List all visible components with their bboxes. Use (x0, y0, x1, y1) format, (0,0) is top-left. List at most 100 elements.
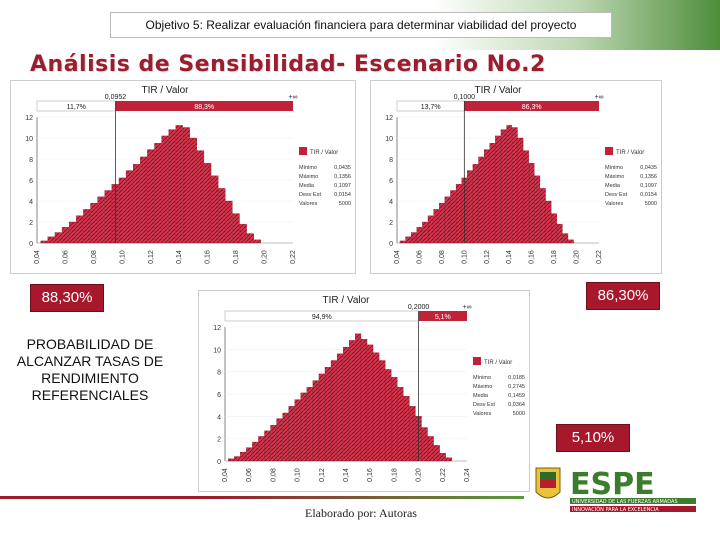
band-right-label: 5,1% (435, 314, 451, 321)
histogram-bar (489, 143, 496, 244)
stat-label: Máximo (473, 384, 492, 390)
histogram-bar (204, 163, 212, 244)
x-tick-label: 0,08 (91, 250, 98, 264)
stat-label: Media (473, 393, 489, 399)
histogram-bar (69, 221, 77, 244)
stat-value: 0,2745 (508, 384, 525, 390)
band-left-label: 13,7% (421, 104, 441, 111)
stat-label: Valores (473, 411, 491, 417)
histogram-bar (324, 367, 331, 462)
histogram-bar (234, 456, 241, 462)
histogram-bar (189, 137, 197, 244)
histogram-bar (483, 149, 490, 244)
x-tick-label: 0,06 (246, 468, 253, 482)
svg-text:UNIVERSIDAD DE LAS FUERZAS ARM: UNIVERSIDAD DE LAS FUERZAS ARMADAS (572, 499, 678, 505)
band-right-label: 88,3% (194, 104, 214, 111)
histogram-bar (264, 430, 271, 462)
stat-value: 0,1356 (334, 174, 351, 180)
histogram-bar (355, 333, 362, 462)
x-tick-label: 0,18 (551, 250, 558, 264)
chart-title: TIR / Valor (322, 295, 370, 306)
histogram-bar (61, 227, 69, 244)
histogram-bar (330, 360, 337, 462)
histogram-bar (182, 127, 190, 244)
stat-value: 0,1459 (508, 393, 525, 399)
histogram-bar (133, 164, 141, 244)
histogram-bar (140, 156, 148, 244)
x-tick-label: 0,12 (484, 250, 491, 264)
y-tick-label: 6 (29, 178, 33, 185)
histogram-bar (450, 190, 456, 244)
stat-value: 0,0185 (508, 375, 525, 381)
stat-label: Desv Est (605, 192, 627, 198)
legend-label: TIR / Valor (310, 150, 338, 156)
footer-stripe (0, 496, 524, 499)
x-tick-label: 0,06 (62, 250, 69, 264)
chart-title: TIR / Valor (474, 85, 522, 96)
histogram-bar (445, 457, 452, 462)
espe-logo: ESPE UNIVERSIDAD DE LAS FUERZAS ARMADAS … (530, 462, 700, 520)
stat-value: 0,0154 (334, 192, 351, 198)
marker-right-label: +∞ (594, 94, 603, 101)
histogram-bar (403, 396, 410, 462)
histogram-bar (427, 436, 434, 462)
y-tick-label: 8 (389, 157, 393, 164)
histogram-bar (125, 170, 133, 244)
stat-label: Valores (605, 201, 623, 207)
stat-label: Máximo (299, 174, 318, 180)
y-tick-label: 4 (29, 199, 33, 206)
stat-label: Máximo (605, 174, 624, 180)
histogram-bar (197, 150, 205, 244)
histogram-bar (416, 227, 423, 244)
x-tick-label: 0,04 (394, 250, 401, 264)
percent-label-left: 88,30% (30, 284, 104, 312)
stat-value: 5000 (645, 201, 657, 207)
y-tick-label: 10 (213, 347, 221, 354)
stat-value: 0,0364 (508, 402, 525, 408)
histogram-bar (54, 232, 62, 244)
x-tick-label: 0,18 (233, 250, 240, 264)
stat-label: Desv Est (473, 402, 495, 408)
histogram-bar (225, 200, 233, 244)
legend-label: TIR / Valor (616, 150, 644, 156)
histogram-bar (342, 346, 350, 462)
histogram-bar (391, 377, 398, 462)
x-tick-label: 0,16 (205, 250, 212, 264)
stat-label: Mínimo (473, 375, 491, 381)
y-tick-label: 8 (29, 157, 33, 164)
histogram-bar (97, 196, 105, 244)
x-tick-label: 0,12 (148, 250, 155, 264)
band-left-label: 11,7% (67, 104, 86, 111)
histogram-bar (312, 380, 319, 462)
x-tick-label: 0,08 (439, 250, 446, 264)
y-tick-label: 12 (25, 115, 33, 122)
stat-value: 5000 (339, 201, 351, 207)
x-tick-label: 0,20 (574, 250, 581, 264)
marker-left-label: 0,2000 (408, 304, 430, 311)
y-tick-label: 10 (25, 136, 33, 143)
histogram-bar (239, 223, 247, 244)
histogram-bar (545, 200, 552, 244)
histogram-bar (551, 213, 557, 244)
crest-icon (535, 467, 561, 499)
x-tick-label: 0,14 (506, 250, 513, 264)
histogram-bar (427, 215, 434, 244)
x-tick-label: 0,14 (343, 468, 350, 482)
y-tick-label: 0 (29, 241, 33, 248)
histogram-bar (253, 239, 261, 244)
histogram-bar (246, 447, 253, 462)
legend-label: TIR / Valor (484, 360, 512, 366)
band-right-label: 86,3% (522, 104, 542, 111)
x-tick-label: 0,10 (119, 250, 126, 264)
chart-svg-1: TIR / Valor 11,7% 88,3% 0,0952 +∞ 0 2 4 6 8 10 12 0,… (25, 85, 351, 264)
x-tick-label: 0,04 (34, 250, 41, 264)
x-tick-label: 0,12 (319, 468, 326, 482)
x-tick-label: 0,22 (290, 250, 297, 264)
y-tick-label: 0 (217, 459, 221, 466)
y-tick-label: 2 (389, 220, 393, 227)
chart-panel-2: TIR / Valor 13,7% 86,3% 0,1000 +∞ 0 2 4 6 8 10 12 0,… (370, 80, 662, 274)
histogram-bar (118, 177, 126, 244)
stat-label: Mínimo (605, 165, 623, 171)
histogram-bar (534, 175, 541, 244)
histogram-bar (433, 209, 440, 244)
